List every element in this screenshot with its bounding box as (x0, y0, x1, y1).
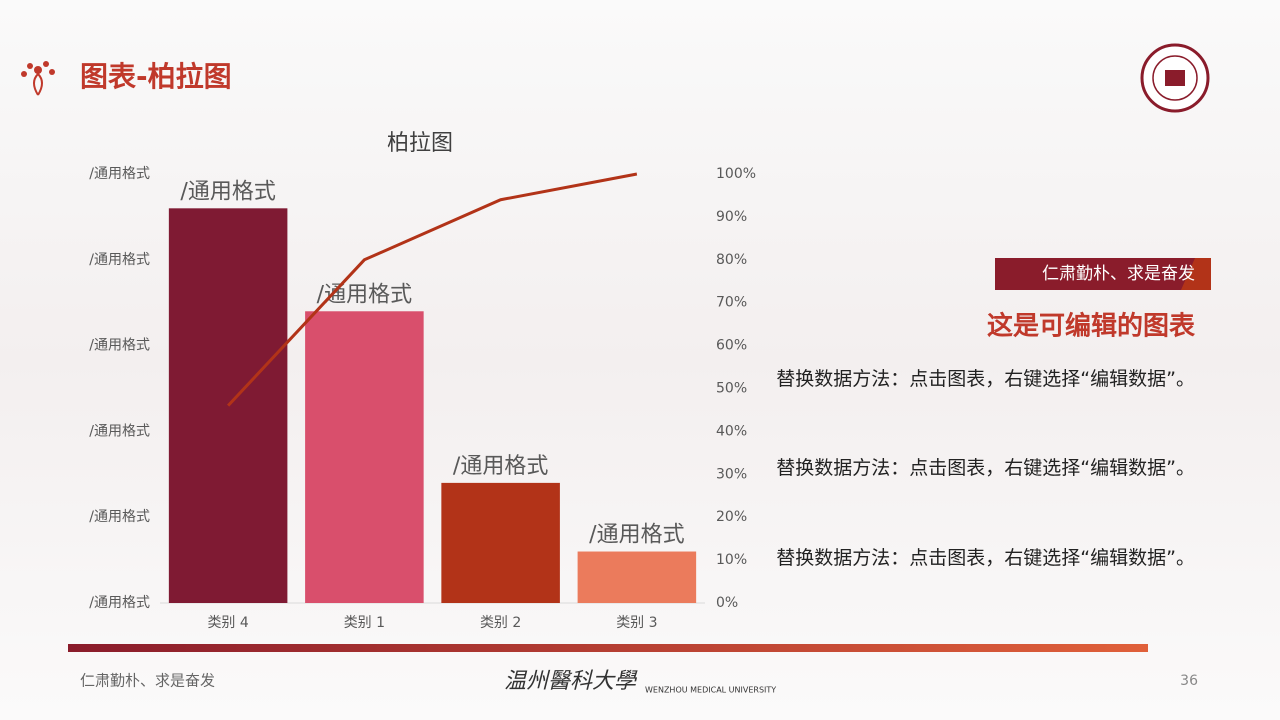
panel-paragraph: 替换数据方法：点击图表，右键选择“编辑数据”。 (776, 457, 1195, 479)
y2-tick-label: 90% (716, 209, 747, 225)
y-tick-label: /通用格式 (89, 509, 150, 525)
bar (305, 311, 424, 603)
x-tick-label: 类别 3 (616, 615, 657, 631)
page-title: 图表-柏拉图 (80, 60, 232, 93)
footer-motto: 仁肃勤朴、求是奋发 (80, 672, 215, 690)
y2-tick-label: 60% (716, 338, 747, 354)
tag-accent (1181, 258, 1211, 290)
line (227, 172, 638, 407)
panel-heading: 这是可编辑的图表 (987, 311, 1196, 342)
data-label: /通用格式 (180, 179, 275, 204)
footer-university: 温州醫科大學 (504, 669, 638, 694)
y-tick-label: /通用格式 (89, 166, 150, 182)
panel-tag: 仁肃勤朴、求是奋发 (1042, 264, 1195, 284)
y2-tick-label: 40% (716, 423, 747, 439)
y-tick-label: /通用格式 (89, 423, 150, 439)
x-tick-label: 类别 4 (207, 615, 248, 631)
logo-icon (21, 61, 55, 96)
y2-tick-label: 20% (716, 509, 747, 525)
data-label: /通用格式 (453, 454, 548, 479)
page-number: 36 (1180, 673, 1198, 689)
footer-bar (68, 644, 1148, 652)
panel-paragraph: 替换数据方法：点击图表，右键选择“编辑数据”。 (776, 547, 1195, 569)
panel-paragraph: 替换数据方法：点击图表，右键选择“编辑数据”。 (776, 368, 1195, 390)
y-tick-label: /通用格式 (89, 252, 150, 268)
y2-tick-label: 100% (716, 166, 756, 182)
data-label: /通用格式 (589, 523, 684, 548)
chart-title: 柏拉图 (387, 131, 453, 156)
y-tick-label: /通用格式 (89, 595, 150, 611)
x-tick-label: 类别 2 (480, 615, 521, 631)
y2-tick-label: 70% (716, 295, 747, 311)
y2-tick-label: 30% (716, 466, 747, 482)
tag-background (995, 258, 1211, 290)
y2-tick-label: 50% (716, 381, 747, 397)
y2-tick-label: 0% (716, 595, 738, 611)
footer-university-en: WENZHOU MEDICAL UNIVERSITY (645, 686, 776, 695)
university-seal (1140, 43, 1210, 113)
bar (441, 482, 560, 603)
y2-tick-label: 10% (716, 552, 747, 568)
x-tick-label: 类别 1 (344, 615, 385, 631)
bar (577, 551, 697, 603)
y-tick-label: /通用格式 (89, 338, 150, 354)
y2-tick-label: 80% (716, 252, 747, 268)
